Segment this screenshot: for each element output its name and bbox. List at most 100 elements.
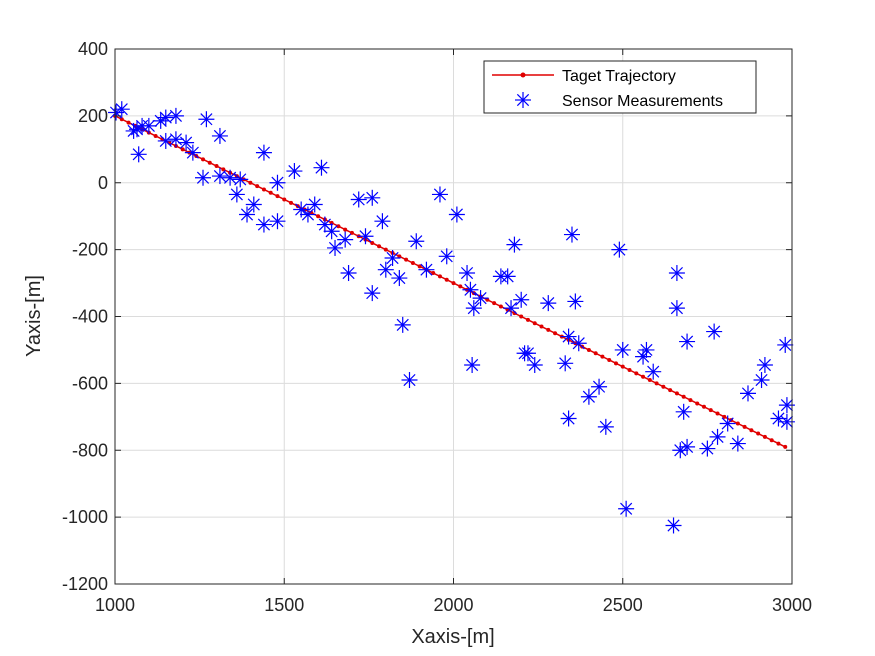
trajectory-point (715, 411, 720, 416)
legend: Taget Trajectory Sensor Measurements (483, 60, 757, 114)
trajectory-point (377, 244, 382, 249)
trajectory-point (498, 304, 503, 309)
trajectory-point (458, 284, 463, 289)
measurement-point (408, 233, 425, 250)
asterisk-stroke (376, 215, 389, 228)
measurement-point (239, 206, 256, 223)
y-tick-label: -1000 (62, 507, 108, 527)
x-tick-label: 2500 (603, 595, 643, 615)
asterisk-stroke (342, 266, 355, 280)
trajectory-point (410, 261, 415, 265)
trajectory-point (769, 438, 774, 443)
measurement-point (350, 191, 367, 208)
measurement-point (729, 435, 746, 452)
measurement-point (157, 109, 174, 126)
asterisk-stroke (366, 287, 379, 300)
trajectory-point (762, 434, 767, 439)
asterisk-stroke (379, 263, 392, 276)
measurement-point (140, 117, 157, 134)
asterisk-stroke (200, 113, 213, 126)
measurement-point (526, 356, 543, 373)
measurement-point (472, 290, 489, 307)
y-tick-label: 400 (78, 39, 108, 59)
measurement-point (557, 355, 574, 372)
x-tick-label: 3000 (772, 595, 812, 615)
asterisk-stroke (501, 270, 514, 283)
measurement-point (222, 169, 239, 186)
asterisk-stroke (224, 171, 237, 184)
measurement-point (255, 216, 272, 233)
trajectory-point (404, 257, 409, 262)
trajectory-point (492, 301, 497, 306)
trajectory-point (343, 227, 348, 232)
asterisk-stroke (701, 442, 714, 455)
measurement-point (195, 169, 212, 186)
measurement-point (211, 168, 228, 185)
trajectory-point (701, 404, 706, 409)
measurement-point (778, 413, 795, 430)
measurement-point (167, 131, 184, 148)
trajectory-point (437, 274, 442, 279)
y-tick-label: -800 (72, 440, 108, 460)
asterisk-stroke (559, 357, 572, 370)
asterisk-stroke (301, 208, 315, 221)
asterisk-stroke (257, 146, 271, 159)
measurement-point (668, 265, 685, 282)
trajectory-point (661, 384, 666, 389)
trajectory-point (742, 424, 747, 429)
measurement-point (269, 213, 286, 230)
asterisk-stroke (466, 358, 479, 372)
asterisk-stroke (359, 230, 372, 243)
axis-ticks (114, 48, 793, 585)
x-tick-label: 1000 (95, 595, 135, 615)
asterisk-stroke (159, 111, 172, 124)
legend-measurement-marker (515, 92, 531, 108)
measurement-point (401, 372, 418, 389)
measurement-point (464, 356, 481, 373)
asterisk-stroke (647, 365, 660, 378)
asterisk-stroke (234, 173, 247, 186)
measurement-point (293, 201, 310, 218)
asterisk-stroke (169, 133, 183, 146)
measurement-point (719, 415, 736, 432)
trajectory-point (275, 194, 280, 199)
asterisk-stroke (467, 302, 480, 315)
asterisk-stroke (504, 302, 518, 315)
measurement-point (364, 189, 381, 206)
asterisk-stroke (711, 430, 724, 443)
trajectory-point (201, 157, 206, 162)
asterisk-stroke (516, 93, 530, 107)
trajectory-point (207, 160, 212, 165)
measurement-point (635, 348, 652, 365)
measurement-point (255, 144, 272, 161)
measurement-point (563, 226, 580, 243)
asterisk-stroke (562, 412, 575, 425)
measurement-point (462, 281, 479, 298)
y-tick-label: -600 (72, 373, 108, 393)
measurement-point (753, 372, 770, 389)
measurement-point (357, 228, 374, 245)
asterisk-stroke (352, 193, 365, 206)
trajectory-point (634, 371, 639, 376)
trajectory-point (620, 364, 625, 369)
asterisk-stroke (565, 228, 579, 241)
measurement-point (337, 231, 354, 248)
asterisk-stroke (186, 146, 199, 159)
asterisk-stroke (196, 171, 210, 184)
asterisk-stroke (315, 161, 328, 174)
measurement-point (503, 300, 520, 317)
measurement-point (756, 356, 773, 373)
asterisk-stroke (393, 271, 406, 285)
trajectory-point (431, 271, 436, 276)
trajectory-point (329, 220, 334, 225)
trajectory-point (519, 314, 524, 319)
asterisk-stroke (230, 188, 243, 201)
series-sensor-measurements (108, 101, 795, 534)
trajectory-point (349, 230, 354, 235)
trajectory-point (776, 441, 781, 446)
measurement-point (438, 248, 455, 265)
asterisk-stroke (780, 415, 794, 428)
trajectory-point (600, 354, 605, 359)
trajectory-point (688, 398, 693, 403)
measurement-point (232, 171, 249, 188)
